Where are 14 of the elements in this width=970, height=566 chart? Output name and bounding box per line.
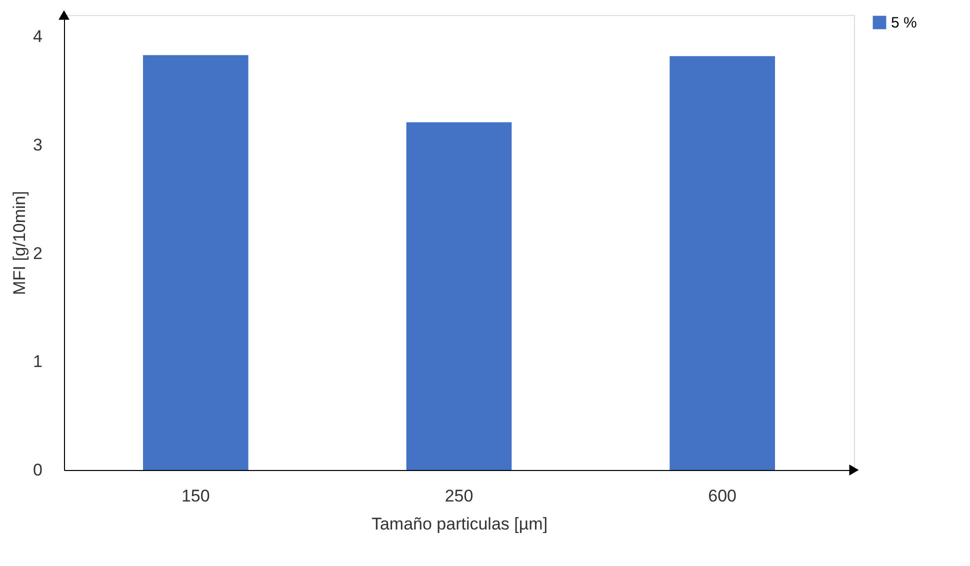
x-axis-title: Tamaño particulas [µm] — [371, 514, 548, 534]
bar — [670, 56, 775, 470]
y-tick-label: 4 — [33, 27, 42, 46]
x-tick-label: 600 — [708, 486, 737, 506]
y-tick-label: 1 — [33, 352, 42, 372]
x-tick-label: 250 — [444, 486, 474, 506]
legend-label: 5 % — [891, 14, 917, 32]
bar — [143, 55, 248, 470]
y-tick-label: 0 — [33, 460, 42, 480]
bar — [406, 122, 512, 470]
y-axis-title: MFI [g/10min] — [10, 191, 30, 295]
y-tick-label: 3 — [33, 136, 42, 154]
x-tick-label: 150 — [181, 486, 210, 506]
y-tick-label: 2 — [33, 244, 42, 263]
